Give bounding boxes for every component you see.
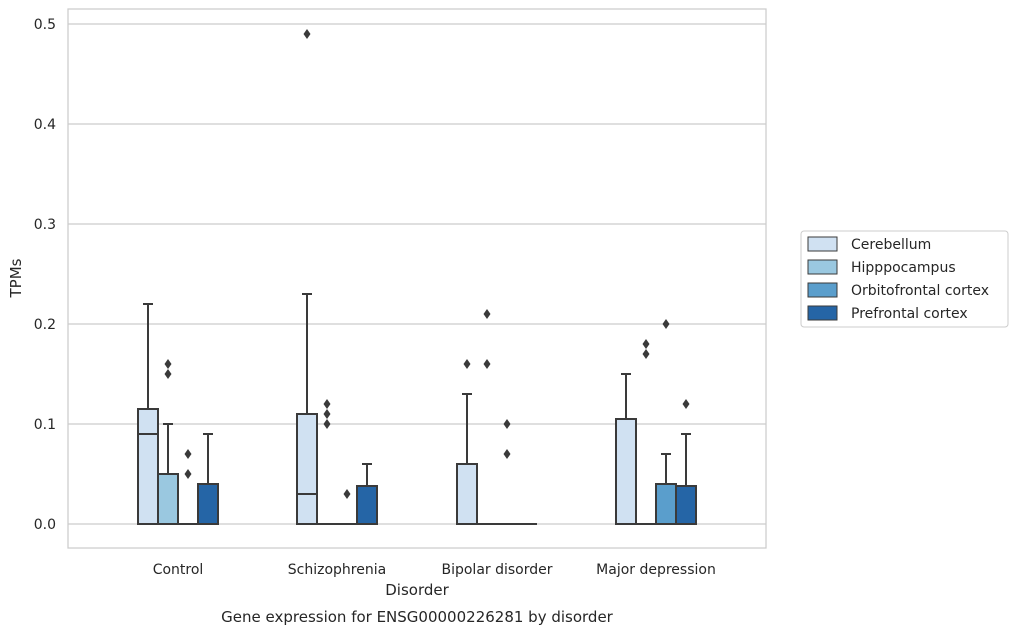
box-rect [157, 473, 179, 525]
x-tick-label: Major depression [596, 562, 716, 578]
outlier-point [682, 399, 690, 409]
outlier-point [164, 369, 172, 379]
box-2-1 [477, 309, 497, 525]
legend-swatch [807, 236, 838, 252]
gridlines [68, 23, 766, 525]
box-1-0 [296, 29, 318, 525]
outlier-point [164, 359, 172, 369]
legend-label: Prefrontal cortex [851, 306, 968, 322]
outlier-point [323, 399, 331, 409]
y-tick-label: 0.3 [34, 217, 56, 233]
box-3-2 [655, 319, 677, 525]
outlier-point [184, 469, 192, 479]
box-rect [615, 418, 637, 525]
legend-label: Orbitofrontal cortex [851, 283, 989, 299]
outlier-point [323, 419, 331, 429]
y-tick-label: 0.5 [34, 17, 56, 33]
box-1-1 [317, 399, 337, 525]
legend-swatch [807, 282, 838, 298]
box-1-3 [356, 463, 378, 525]
outlier-point [642, 339, 650, 349]
box-1-2 [337, 489, 357, 525]
y-tick-label: 0.2 [34, 317, 56, 333]
outlier-point [303, 29, 311, 39]
outlier-point [642, 349, 650, 359]
box-3-1 [636, 339, 656, 525]
box-3-3 [675, 399, 697, 525]
box-rect [655, 483, 677, 525]
plot-marks [137, 29, 697, 525]
y-tick-label: 0.0 [34, 517, 56, 533]
outlier-point [503, 449, 511, 459]
legend-label: Hipppocampus [851, 260, 956, 276]
y-tick-label: 0.1 [34, 417, 56, 433]
box-0-1 [157, 359, 179, 525]
box-rect [137, 408, 159, 525]
outlier-point [483, 359, 491, 369]
y-tick-label: 0.4 [34, 117, 56, 133]
box-rect [296, 413, 318, 525]
outlier-point [483, 309, 491, 319]
box-0-3 [197, 433, 219, 525]
y-axis-label: TPMs [7, 258, 25, 298]
x-tick-label: Control [153, 562, 204, 578]
plot-frame [67, 8, 767, 549]
outlier-point [184, 449, 192, 459]
legend-swatch [807, 259, 838, 275]
y-axis-ticks: 0.0 0.1 0.2 0.3 0.4 0.5 [34, 17, 56, 533]
box-3-0 [615, 373, 637, 525]
legend-label: Cerebellum [851, 237, 931, 253]
box-2-0 [456, 359, 478, 525]
legend-frame [800, 230, 1009, 328]
legend-swatch [807, 305, 838, 321]
outlier-point [503, 419, 511, 429]
outlier-point [343, 489, 351, 499]
x-tick-label: Bipolar disorder [441, 562, 552, 578]
box-0-2 [178, 449, 198, 525]
legend: Cerebellum Hipppocampus Orbitofrontal cort… [800, 230, 1009, 328]
outlier-point [323, 409, 331, 419]
x-axis-ticks: Control Schizophrenia Bipolar disorder Majo… [153, 562, 716, 578]
x-axis-label: Disorder [385, 581, 449, 599]
box-2-2 [497, 419, 517, 525]
box-rect [456, 463, 478, 525]
box-rect [675, 485, 697, 525]
x-tick-label: Schizophrenia [288, 562, 386, 578]
outlier-point [463, 359, 471, 369]
chart-caption: Gene expression for ENSG00000226281 by d… [221, 608, 614, 626]
box-rect [356, 485, 378, 525]
box-rect [197, 483, 219, 525]
box-0-0 [137, 303, 159, 525]
outlier-point [662, 319, 670, 329]
